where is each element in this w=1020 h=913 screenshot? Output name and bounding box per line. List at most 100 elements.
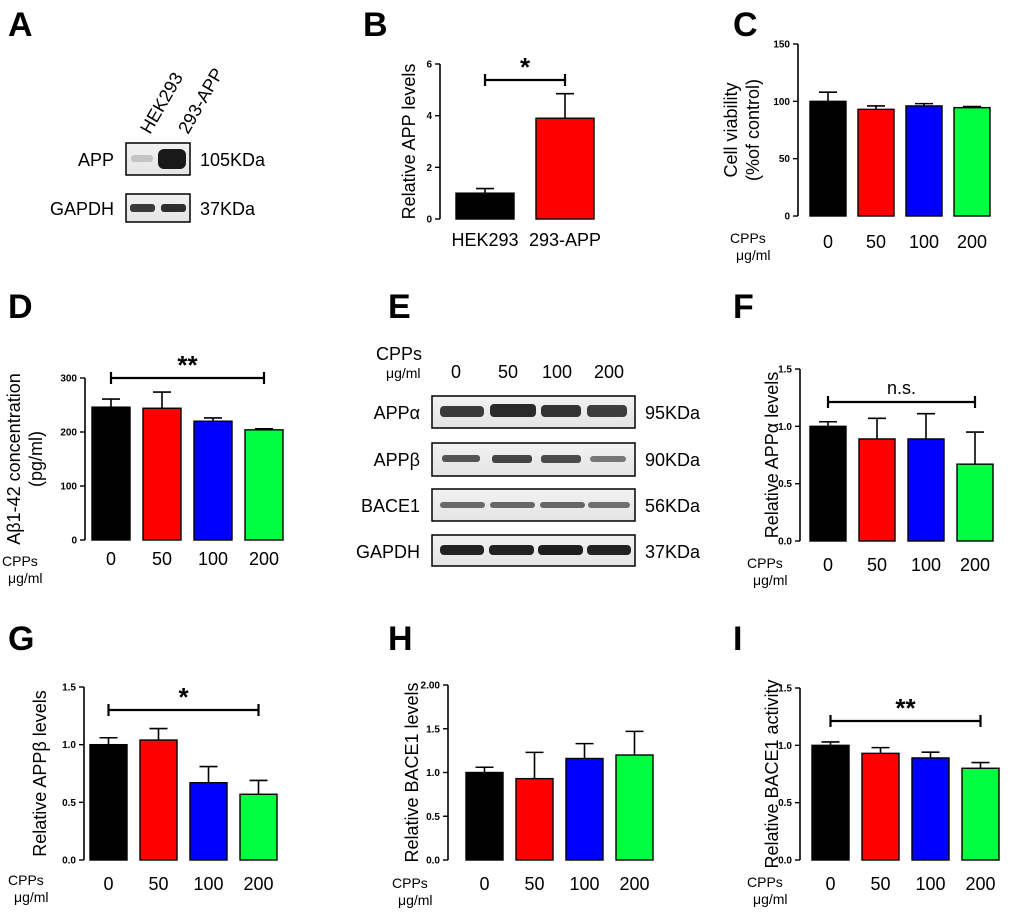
bar <box>953 106 991 217</box>
blot-e-header-unit: μg/ml <box>386 365 421 381</box>
bar <box>91 406 131 541</box>
x-category-label: 0 <box>825 874 835 894</box>
x-category-label: 0 <box>823 555 833 575</box>
bar <box>956 463 994 542</box>
y-tick-label: 50 <box>779 154 791 165</box>
chart-c: 0 50 100 150 Cell viability (%of control) 0 50 1… <box>721 40 991 263</box>
blot-e-band <box>587 405 627 417</box>
bar <box>189 782 228 861</box>
x-category-label: 100 <box>193 874 223 894</box>
bar <box>193 420 233 541</box>
blot-e-lane-label: 100 <box>542 362 572 382</box>
y-tick-label: 0.0 <box>778 856 792 867</box>
panel-letter-b: B <box>363 6 388 44</box>
y-tick-label: 1.5 <box>778 684 792 695</box>
y-axis-label: Relative APP levels <box>399 64 419 220</box>
blot-e-mw-label: 37KDa <box>645 542 701 562</box>
bar <box>857 108 895 217</box>
blot-e-row-label: BACE1 <box>361 496 420 516</box>
blot-a-band <box>130 204 155 212</box>
blot-e-header: CPPs <box>376 344 422 364</box>
x-category-label: 0 <box>103 874 113 894</box>
panel-letter-g: G <box>8 620 34 658</box>
blot-a-band <box>161 204 186 212</box>
y-tick-label: 0 <box>426 215 432 226</box>
blot-e-lane-label: 0 <box>451 362 461 382</box>
blot-a-row-label: GAPDH <box>50 199 114 219</box>
y-tick-label: 200 <box>60 428 77 439</box>
x-category-label: 100 <box>909 232 939 252</box>
blot-e-row-label: GAPDH <box>356 542 420 562</box>
x-category-label: 50 <box>524 874 544 894</box>
y-tick-label: 2.00 <box>421 681 441 692</box>
chart-g: 0.0 0.5 1.0 1.5 Relative APPβ levels 0 50 100 20… <box>8 682 278 905</box>
y-tick-label: 100 <box>773 97 790 108</box>
bar <box>809 425 847 542</box>
blot-e-band <box>492 455 532 463</box>
bar <box>907 438 945 542</box>
blot-e-band <box>538 545 583 555</box>
blot-e-band <box>440 502 485 508</box>
bar <box>465 771 504 861</box>
x-category-label: 50 <box>866 232 886 252</box>
blot-a-lane-label: 293-APP <box>174 65 227 137</box>
panel-letter-f: F <box>733 288 754 326</box>
blot-e-band <box>442 455 480 462</box>
y-tick-label: 0.0 <box>426 856 440 867</box>
y-tick-label: 1.0 <box>778 422 792 433</box>
treatment-unit-label: μg/ml <box>753 572 788 588</box>
blot-e-row-label: APPβ <box>374 450 420 470</box>
y-tick-label: 1.5 <box>426 724 440 735</box>
blot-e-row-label: APPα <box>374 403 420 423</box>
treatment-label: CPPs <box>8 872 44 888</box>
blot-e-band <box>440 545 484 555</box>
significance-label: n.s. <box>887 378 916 398</box>
x-category-label: 0 <box>106 549 116 569</box>
bar <box>861 752 900 861</box>
x-category-label: 0 <box>823 232 833 252</box>
treatment-unit-label: μg/ml <box>736 247 771 263</box>
treatment-unit-label: μg/ml <box>14 889 49 905</box>
blot-a-row-label: APP <box>78 150 114 170</box>
x-category-label: 100 <box>915 874 945 894</box>
y-tick-label: 0 <box>784 212 790 223</box>
panel-letter-d: D <box>8 288 33 326</box>
panel-letter-e: E <box>388 288 411 326</box>
blot-e-band <box>490 502 535 508</box>
treatment-label: CPPs <box>747 874 783 890</box>
blot-e-band <box>540 502 585 508</box>
x-category-label: 50 <box>152 549 172 569</box>
x-category-label: 100 <box>569 874 599 894</box>
blot-e-band <box>587 545 631 555</box>
bar <box>89 743 128 861</box>
y-axis-label: (pg/ml) <box>26 431 46 487</box>
x-category-label: 50 <box>867 555 887 575</box>
y-tick-label: 6 <box>426 60 432 71</box>
bar <box>455 192 515 220</box>
treatment-label: CPPs <box>747 555 783 571</box>
bar <box>809 100 847 217</box>
treatment-label: CPPs <box>2 553 38 569</box>
x-category-label: 293-APP <box>529 230 601 250</box>
y-tick-label: 100 <box>60 482 77 493</box>
y-tick-label: 0.0 <box>62 856 76 867</box>
bar <box>142 407 182 541</box>
blot-a-band <box>158 149 186 169</box>
blot-e-band <box>588 502 630 508</box>
x-category-label: 100 <box>911 555 941 575</box>
x-category-label: 200 <box>957 232 987 252</box>
blot-e-mw-label: 56KDa <box>645 496 701 516</box>
treatment-label: CPPs <box>730 230 766 246</box>
bar <box>905 105 943 217</box>
blot-e-band <box>490 404 536 417</box>
y-axis-label: Relative APPα levels <box>762 372 782 538</box>
bar <box>811 744 850 861</box>
y-axis-label: Cell viability <box>721 82 741 177</box>
bar <box>911 757 950 861</box>
blot-a: HEK293 293-APP APP GAPDH 105KDa 37KDa <box>50 65 266 223</box>
y-axis-label: Aβ1-42 concentration <box>4 373 24 544</box>
blot-e: CPPs μg/ml 0 50 100 200 APPα APPβ BACE1 … <box>356 344 701 567</box>
